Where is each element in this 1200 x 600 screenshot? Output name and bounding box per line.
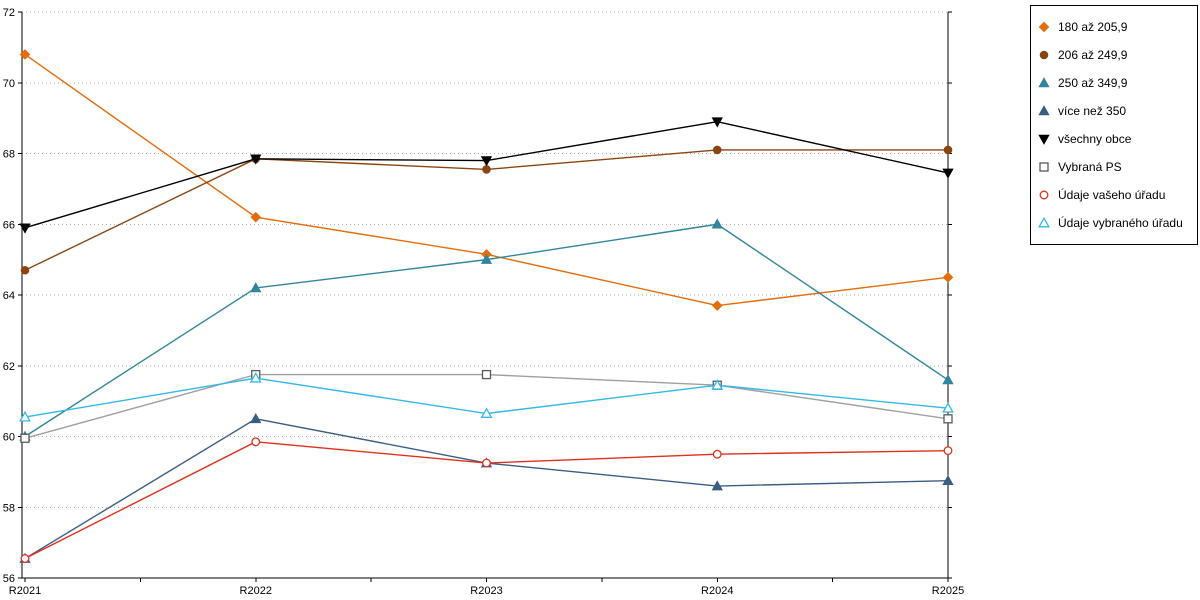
triangle-down-marker (480, 156, 493, 167)
triangle-down-marker (1038, 134, 1050, 145)
circle-marker (943, 446, 953, 456)
triangle-down-marker (942, 168, 954, 179)
triangle-up-marker (250, 282, 262, 293)
triangle-up-marker (1038, 216, 1050, 228)
triangle-down-marker (250, 154, 262, 165)
triangle-up-marker (1038, 105, 1050, 116)
triangle-down-marker (711, 117, 723, 128)
triangle-up-marker (711, 218, 723, 229)
circle-legend-marker-icon (1039, 190, 1049, 200)
series-line-0 (24, 53, 949, 307)
triangle-up-marker (249, 371, 262, 383)
triangle-up-legend-marker-icon (1038, 105, 1050, 116)
triangle-down-legend-marker-icon (1038, 134, 1050, 145)
legend-item-1: 206 až 249,9 (1037, 41, 1191, 69)
triangle-up-marker (480, 407, 493, 418)
diamond-marker (711, 300, 723, 311)
triangle-up-legend-marker-icon (1038, 77, 1050, 88)
y-tick-label: 56 (3, 573, 15, 585)
circle-marker (20, 554, 30, 563)
y-tick-label: 62 (3, 361, 15, 373)
circle-marker (482, 458, 491, 468)
legend-item-4: všechny obce (1037, 125, 1191, 153)
diamond-marker (19, 49, 31, 60)
circle-legend-marker-icon (1039, 50, 1049, 60)
y-tick-label: 72 (3, 7, 15, 19)
y-tick-label: 70 (3, 78, 15, 90)
legend-label: Údaje vybraného úřadu (1058, 216, 1183, 230)
triangle-up-marker (711, 379, 724, 390)
circle-marker (482, 165, 491, 174)
line-chart-plot: 56 58 60 62 64 66 68 70 72 R2021 R2022 R2023 R2024 R2… (3, 7, 964, 597)
circle-marker (712, 449, 722, 459)
series-line-4 (24, 120, 949, 229)
circle-marker (1039, 190, 1049, 200)
legend-item-2: 250 až 349,9 (1037, 69, 1191, 97)
y-tick-label: 68 (3, 149, 15, 161)
legend-item-7: Údaje vybraného úřadu (1037, 209, 1191, 237)
diamond-marker (942, 272, 954, 283)
triangle-up-marker (942, 402, 954, 413)
legend-label: Údaje vašeho úřadu (1058, 188, 1166, 202)
series-line-5 (24, 373, 949, 439)
y-tick-label: 58 (3, 502, 15, 514)
legend-label: Vybraná PS (1058, 160, 1122, 174)
legend-item-6: Údaje vašeho úřadu (1037, 181, 1191, 209)
triangle-up-marker (711, 480, 723, 491)
triangle-up-marker (250, 412, 262, 424)
square-marker (20, 433, 30, 443)
x-tick-label: R2025 (932, 585, 964, 597)
legend-label: 250 až 349,9 (1058, 76, 1128, 90)
circle-marker (251, 437, 261, 447)
triangle-up-marker (1038, 77, 1050, 88)
diamond-marker (250, 211, 262, 223)
triangle-up-marker (19, 410, 31, 422)
legend-item-3: více než 350 (1037, 97, 1191, 125)
x-tick-label: R2021 (9, 585, 41, 597)
square-marker (943, 414, 953, 424)
diamond-legend-marker-icon (1038, 21, 1050, 33)
x-tick-label: R2022 (240, 585, 272, 597)
triangle-up-marker (942, 474, 954, 486)
circle-marker (943, 145, 953, 155)
x-tick-label: R2023 (470, 585, 502, 597)
chart-legend: 180 až 205,9 206 až 249,9 250 až 349,9 více… (1030, 5, 1198, 245)
square-marker (1039, 162, 1049, 172)
legend-label: 180 až 205,9 (1058, 20, 1128, 34)
triangle-up-legend-marker-icon (1038, 216, 1050, 228)
circle-marker (1039, 50, 1049, 60)
y-tick-label: 60 (3, 432, 15, 444)
legend-item-5: Vybraná PS (1037, 153, 1191, 181)
y-tick-label: 66 (3, 219, 15, 231)
circle-marker (20, 265, 30, 275)
y-tick-label: 64 (3, 290, 15, 302)
legend-label: 206 až 249,9 (1058, 48, 1128, 62)
triangle-down-marker (19, 223, 31, 234)
legend-label: všechny obce (1058, 132, 1132, 146)
square-legend-marker-icon (1039, 162, 1049, 172)
legend-item-0: 180 až 205,9 (1037, 13, 1191, 41)
circle-marker (712, 145, 722, 155)
legend-label: více než 350 (1058, 104, 1127, 118)
square-marker (481, 369, 492, 380)
triangle-up-marker (480, 253, 493, 264)
triangle-up-marker (942, 374, 954, 385)
x-tick-label: R2024 (701, 585, 733, 597)
diamond-marker (1038, 21, 1050, 33)
